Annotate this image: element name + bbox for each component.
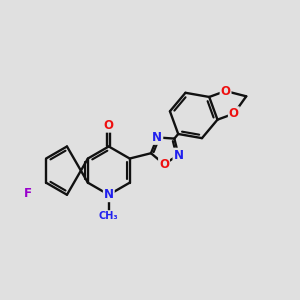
Text: O: O (220, 85, 231, 98)
Text: O: O (104, 119, 114, 132)
Text: N: N (173, 148, 184, 162)
Text: N: N (104, 188, 114, 201)
Text: O: O (229, 107, 239, 120)
Text: N: N (152, 131, 162, 144)
Text: F: F (24, 187, 32, 200)
Text: O: O (159, 158, 169, 171)
Text: CH₃: CH₃ (99, 211, 118, 221)
